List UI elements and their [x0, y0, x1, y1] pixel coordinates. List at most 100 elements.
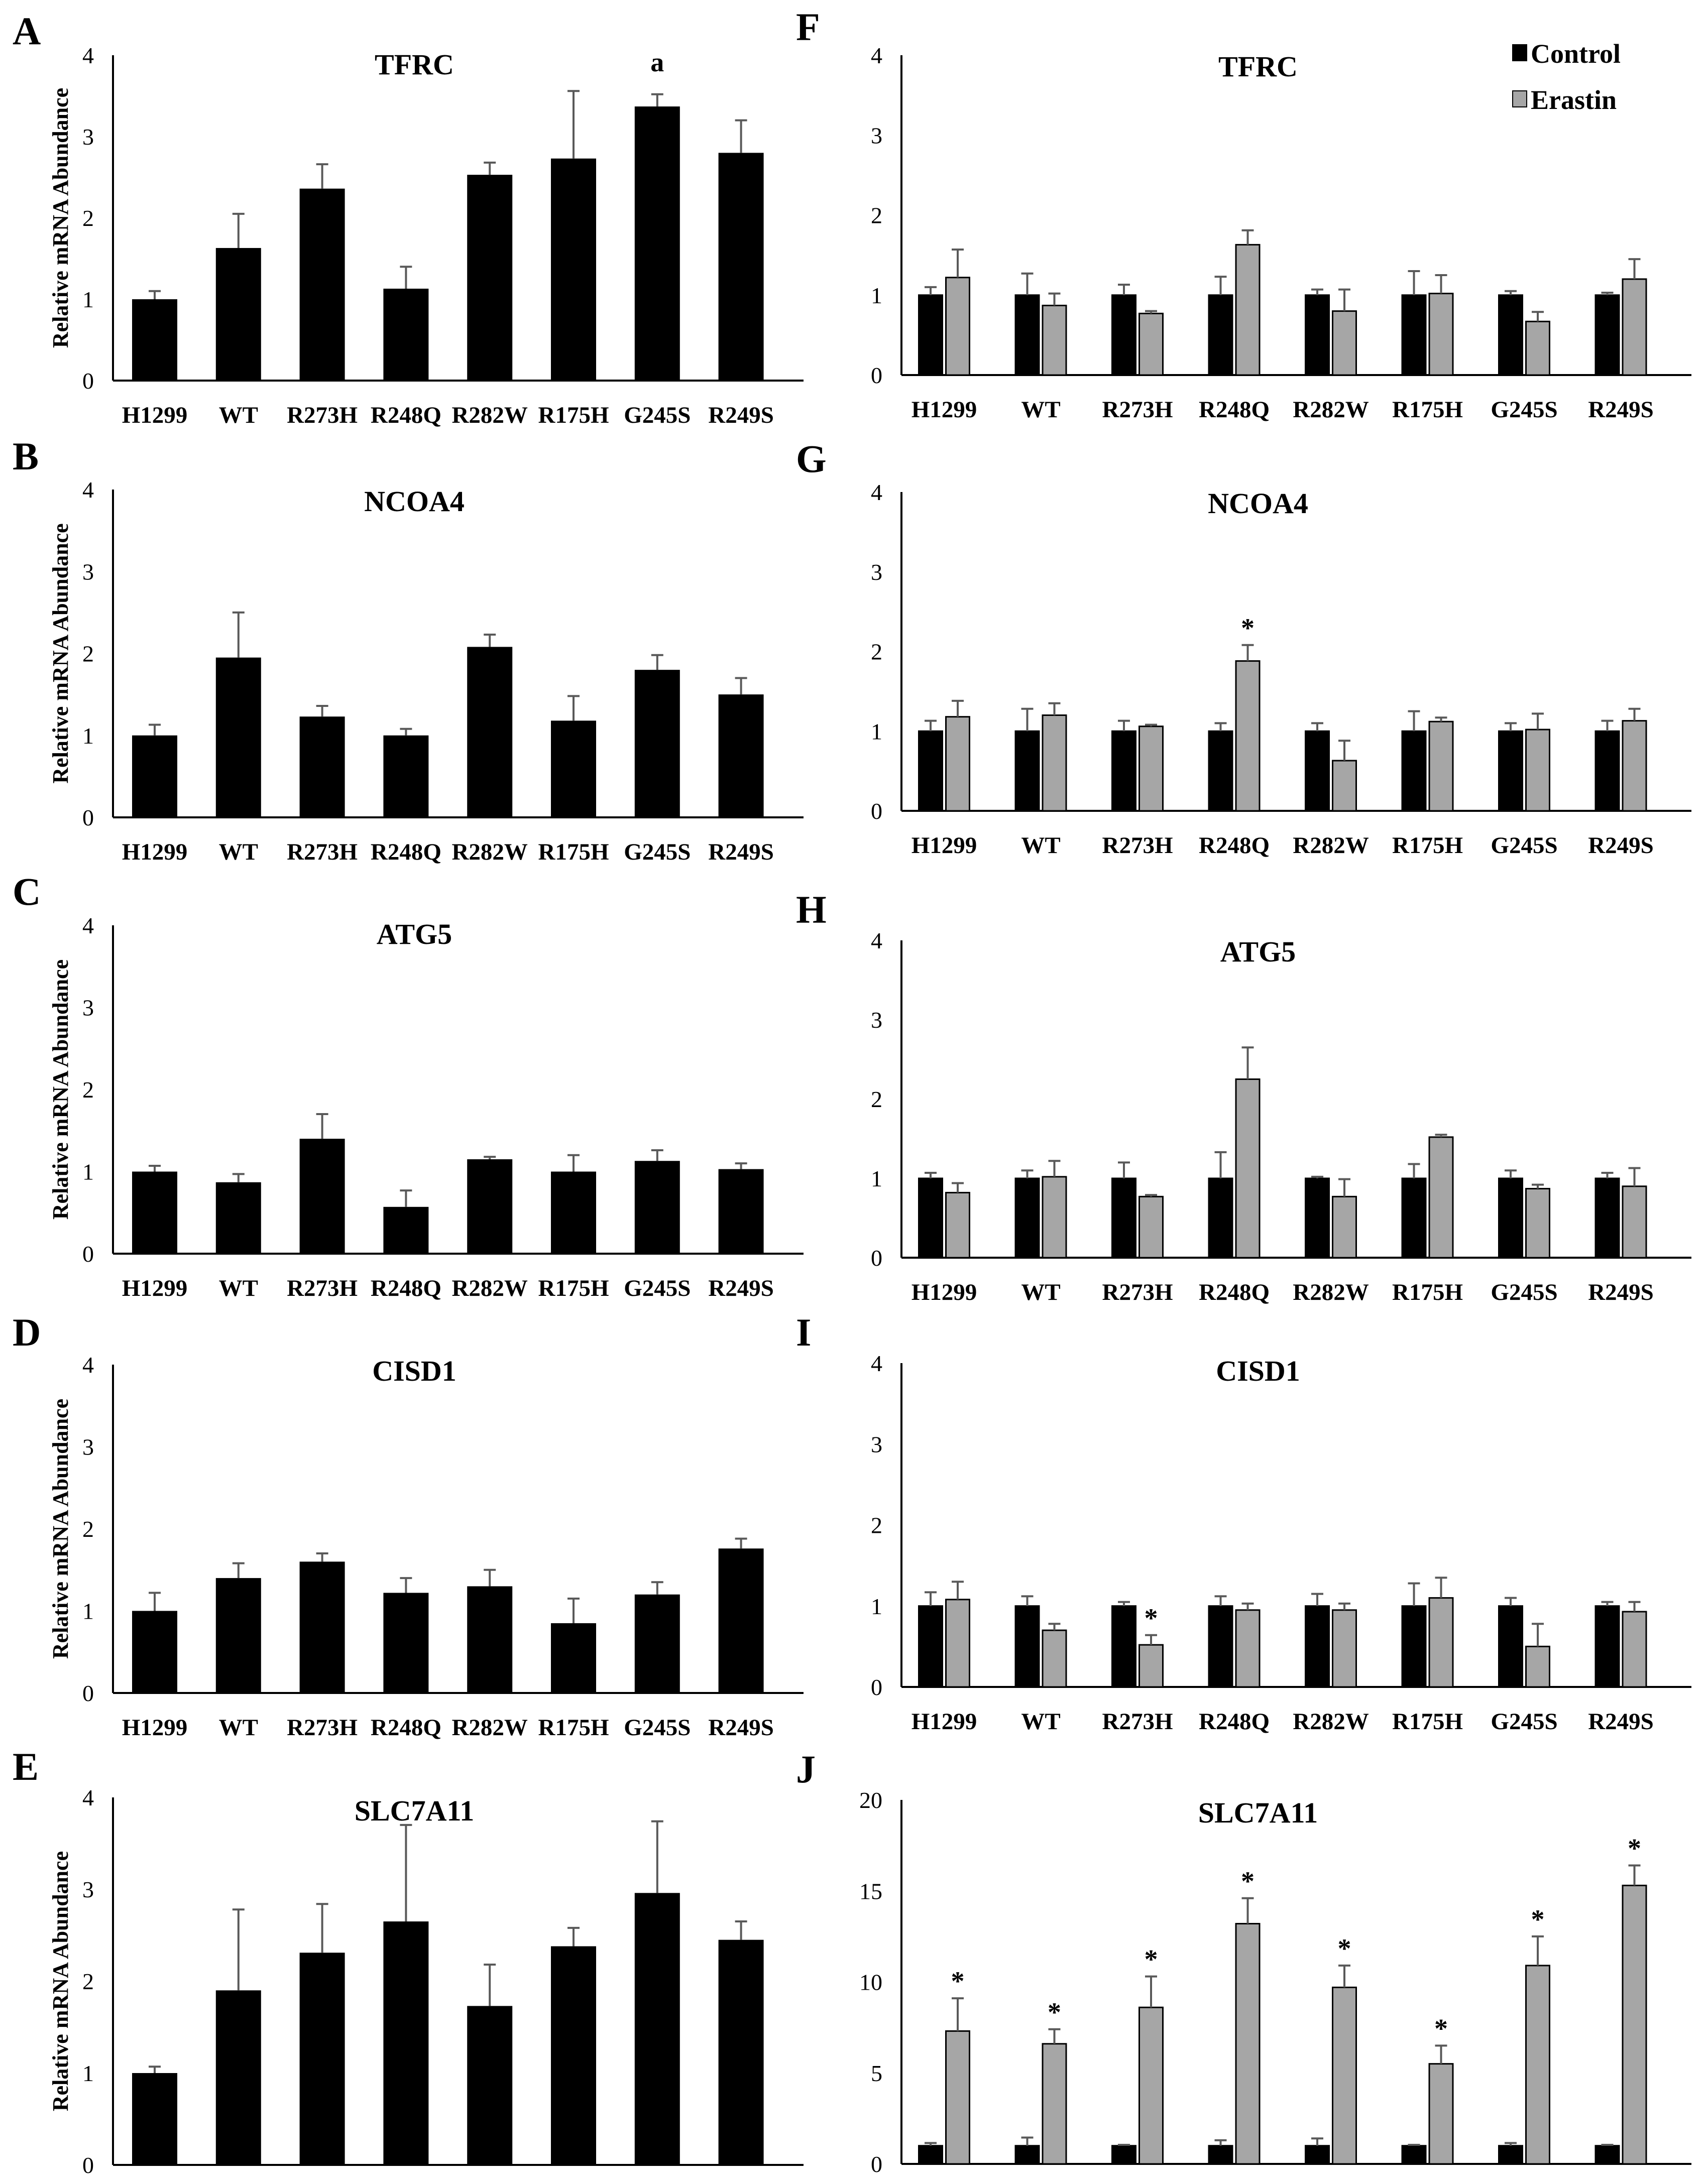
x-tick-label: R273H: [287, 402, 358, 428]
x-tick-label: H1299: [122, 1275, 188, 1301]
x-tick-label: R282W: [451, 1275, 527, 1301]
x-tick-label: G245S: [1491, 832, 1557, 859]
legend-label: Control: [1531, 39, 1621, 69]
significance-asterisk: *: [1145, 1603, 1158, 1633]
panel-letter: H: [796, 888, 827, 931]
significance-asterisk: *: [1241, 613, 1255, 643]
y-tick-label: 3: [871, 123, 882, 148]
bar: [945, 2030, 970, 2165]
bar: [1138, 2006, 1164, 2165]
bar: [1525, 1645, 1550, 1688]
y-axis-label: Relative mRNA Abundance: [48, 1399, 73, 1659]
chart-title: ATG5: [377, 918, 452, 950]
bar: [299, 1953, 345, 2165]
bar: [1595, 1605, 1620, 1688]
panel-c: C ATG5 0 1 2 3 4 Relative mRNA Abundance H1299 WT…: [13, 870, 804, 1301]
panel-letter: I: [796, 1310, 811, 1354]
bar: [1111, 2145, 1136, 2165]
y-tick-label: 1: [82, 723, 94, 749]
bar: [1622, 720, 1647, 812]
bar: [215, 248, 261, 381]
x-tick-label: R249S: [708, 402, 774, 428]
bar: [1014, 1177, 1040, 1259]
bar: [1138, 725, 1164, 812]
bar: [1305, 1605, 1330, 1688]
y-tick-label: 2: [82, 641, 94, 667]
x-tick-label: R175H: [538, 839, 609, 865]
y-tick-label: 1: [82, 287, 94, 312]
x-tick-label: R282W: [451, 402, 527, 428]
bar: [1305, 2145, 1330, 2165]
y-tick-label: 4: [871, 479, 882, 505]
x-tick-label: R175H: [1392, 397, 1463, 423]
bar: [718, 694, 764, 817]
bar: [1138, 1195, 1164, 1259]
bar: [383, 735, 429, 817]
panel-letter: E: [13, 1745, 39, 1788]
y-tick-label: 2: [871, 1086, 882, 1112]
x-tick-label: R282W: [1293, 832, 1369, 859]
y-tick-label: 0: [82, 2152, 94, 2178]
x-tick-label: G245S: [624, 402, 691, 428]
x-tick-label: WT: [219, 839, 258, 865]
x-tick-label: R248Q: [1199, 1709, 1270, 1735]
bar: [215, 1182, 261, 1254]
x-tick-label: WT: [219, 1715, 258, 1741]
bar: [1401, 730, 1427, 812]
y-tick-label: 3: [871, 559, 882, 585]
panel-d: D CISD1 0 1 2 3 4 Relative mRNA Abundance H1299 W…: [13, 1310, 804, 1741]
y-tick-label: 2: [82, 1969, 94, 1994]
y-axis-label: Relative mRNA Abundance: [48, 523, 73, 783]
x-tick-label: WT: [219, 1275, 258, 1301]
bar: [299, 188, 345, 381]
x-tick-label: H1299: [912, 397, 977, 423]
bar: [918, 730, 943, 812]
bar: [634, 1594, 680, 1693]
panel-g: G NCOA4 0 1 2 3 4 H1299 WT R273H R248Q R282W R175H G2…: [796, 437, 1691, 859]
bar: [1042, 1176, 1067, 1259]
bar: [1622, 1884, 1647, 2165]
bar: [1595, 1177, 1620, 1259]
bar: [634, 1893, 680, 2165]
bar: [1138, 312, 1164, 376]
bar: [1428, 2063, 1454, 2165]
bar: [1595, 730, 1620, 812]
bar: [1208, 1177, 1233, 1259]
y-tick-label: 0: [871, 2151, 882, 2177]
bar: [1042, 1629, 1067, 1688]
x-tick-label: R175H: [538, 1275, 609, 1301]
chart-title: TFRC: [375, 48, 454, 81]
bar: [718, 153, 764, 381]
y-tick-label: 4: [82, 477, 94, 503]
y-tick-label: 1: [82, 2060, 94, 2086]
bar: [1498, 730, 1523, 812]
panel-j: JSLC7A1105101520H1299WTR273HR248QR282WR1…: [796, 1747, 1691, 2177]
legend-swatch: [1512, 44, 1527, 61]
y-tick-label: 3: [82, 559, 94, 584]
y-tick-label: 4: [871, 1351, 882, 1376]
x-tick-label: R282W: [451, 839, 527, 865]
bar: [132, 299, 177, 381]
bar: [1014, 294, 1040, 376]
panel-letter: F: [796, 5, 820, 49]
y-tick-label: 4: [82, 1785, 94, 1810]
bar: [918, 1177, 943, 1259]
bar: [1208, 1605, 1233, 1688]
legend-swatch: [1512, 90, 1527, 107]
x-tick-label: R273H: [1102, 832, 1173, 859]
panel-letter: D: [13, 1310, 41, 1354]
bar: [1138, 1644, 1164, 1688]
x-tick-label: R273H: [1102, 1279, 1173, 1305]
x-tick-label: R248Q: [1199, 1279, 1270, 1305]
y-tick-label: 0: [82, 368, 94, 394]
x-tick-label: G245S: [624, 1275, 691, 1301]
bar: [299, 716, 345, 817]
y-tick-label: 0: [871, 1245, 882, 1271]
bar: [1014, 730, 1040, 812]
x-tick-label: R249S: [708, 1715, 774, 1741]
bar: [467, 647, 513, 817]
x-tick-label: G245S: [624, 1715, 691, 1741]
y-tick-label: 0: [82, 1680, 94, 1706]
significance-asterisk: *: [951, 1966, 965, 1996]
bar: [1622, 1611, 1647, 1688]
